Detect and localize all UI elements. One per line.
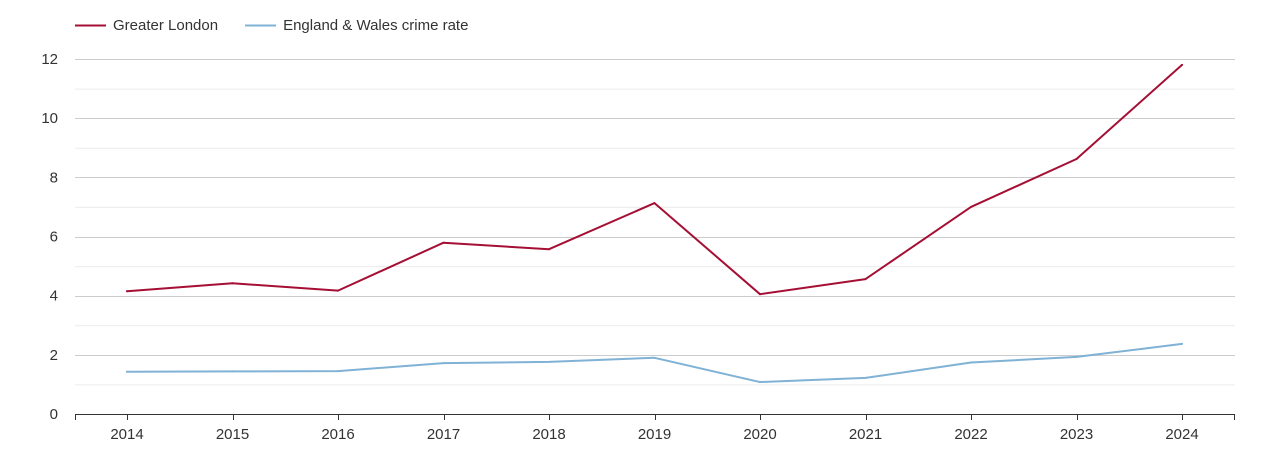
x-tick-label: 2024 [1165, 426, 1198, 443]
data-point [759, 293, 761, 296]
data-point [970, 361, 972, 364]
data-point [126, 290, 128, 293]
x-tick-label: 2015 [216, 426, 249, 443]
data-point [970, 205, 972, 208]
data-point [231, 282, 234, 285]
legend: Greater London England & Wales crime rate [75, 17, 468, 34]
x-tick-label: 2020 [743, 426, 776, 443]
y-tick-label: 10 [41, 110, 58, 127]
data-point [864, 278, 867, 281]
x-tick-label: 2018 [532, 426, 565, 443]
data-point [126, 370, 128, 373]
grid [75, 59, 1235, 386]
data-point [548, 360, 550, 363]
y-tick-label: 8 [50, 169, 58, 186]
x-tick-label: 2014 [110, 426, 143, 443]
data-point [548, 248, 550, 251]
y-tick-label: 0 [50, 406, 58, 423]
data-point [442, 241, 445, 244]
x-tick-label: 2021 [849, 426, 882, 443]
data-point [442, 362, 445, 365]
data-point [1075, 157, 1078, 160]
data-point [653, 356, 656, 359]
data-point [231, 370, 234, 373]
x-tick-label: 2022 [954, 426, 987, 443]
legend-label-england-wales: England & Wales crime rate [283, 17, 468, 34]
data-point [759, 381, 761, 384]
axes: 0 2 4 6 8 10 12 2014 2015 2016 2017 2018 2019 2020 202… [41, 51, 1235, 443]
x-tick-label: 2016 [321, 426, 354, 443]
series [126, 63, 1183, 384]
data-point [1181, 63, 1183, 66]
series-line-greater-london [126, 63, 1183, 296]
y-tick-label: 2 [50, 347, 58, 364]
x-tick-label: 2017 [427, 426, 460, 443]
y-tick-label: 4 [50, 288, 58, 305]
data-point [864, 376, 867, 379]
y-tick-label: 12 [41, 51, 58, 68]
data-point [1075, 355, 1078, 358]
data-point [653, 202, 656, 205]
data-point [1181, 342, 1183, 345]
data-point [337, 289, 339, 292]
x-tick-label: 2023 [1060, 426, 1093, 443]
legend-label-greater-london: Greater London [113, 17, 218, 34]
x-tick-label: 2019 [638, 426, 671, 443]
series-line-england-wales [126, 342, 1183, 384]
data-point [337, 370, 339, 373]
y-tick-label: 6 [50, 229, 58, 246]
